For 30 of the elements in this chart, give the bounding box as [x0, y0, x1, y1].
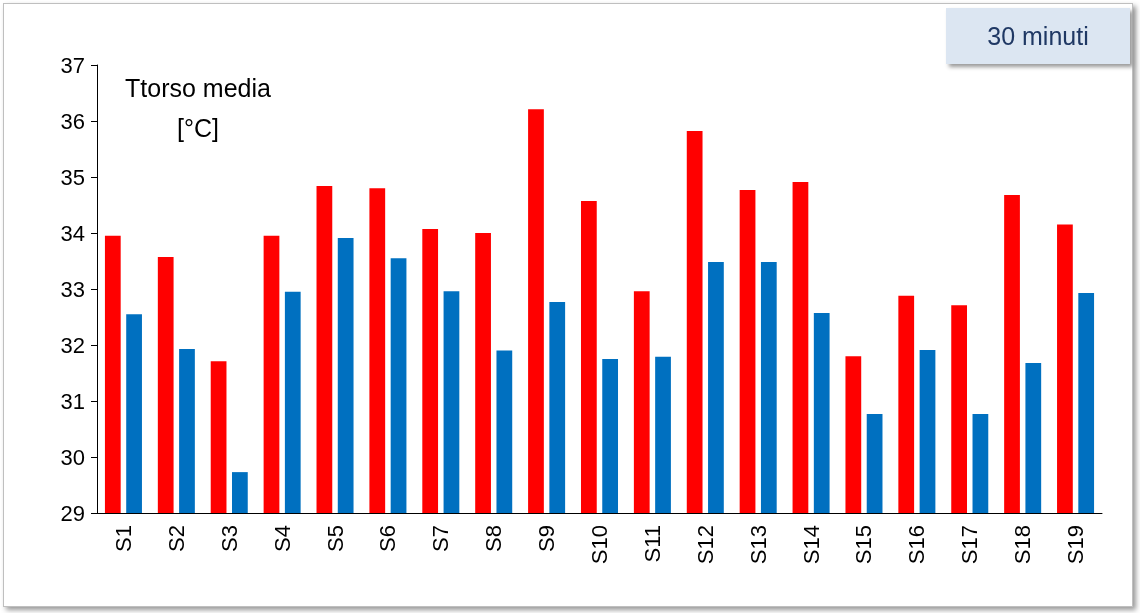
y-tick-label: 34	[60, 220, 85, 246]
y-tick-label: 36	[60, 108, 85, 134]
y-tick-label: 30	[60, 444, 85, 470]
y-tick-label: 37	[60, 52, 85, 78]
x-tick-label: S2	[163, 525, 189, 552]
y-axis-title: Ttorso media [°C]	[125, 74, 272, 142]
y-tick-label: 31	[60, 388, 85, 414]
x-tick-label: S9	[534, 525, 560, 552]
x-tick-label: S7	[428, 525, 454, 552]
y-tick-label: 35	[60, 164, 85, 190]
x-tick-label: S5	[322, 525, 348, 552]
x-tick-label: S17	[957, 525, 983, 565]
x-tick-label: S11	[639, 525, 665, 563]
x-tick-label: S15	[851, 525, 877, 565]
y-tick-label: 32	[60, 332, 85, 358]
x-tick-label: S14	[798, 525, 824, 565]
x-tick-label: S6	[375, 525, 401, 552]
x-tick-label: S4	[269, 525, 295, 552]
x-tick-label: S3	[216, 525, 242, 552]
x-tick-label: S1	[110, 525, 136, 552]
y-tick-label: 29	[60, 500, 85, 526]
text: 30 minuti	[946, 8, 1130, 64]
x-tick-label: S19	[1063, 525, 1089, 565]
x-tick-label: S13	[745, 525, 771, 565]
x-tick-label: S8	[481, 525, 507, 552]
y-tick-label: 33	[60, 276, 85, 302]
x-tick-label: S12	[692, 525, 718, 565]
x-tick-label: S10	[587, 525, 612, 565]
x-tick-label: S18	[1010, 525, 1036, 565]
x-tick-label: S16	[904, 525, 930, 565]
